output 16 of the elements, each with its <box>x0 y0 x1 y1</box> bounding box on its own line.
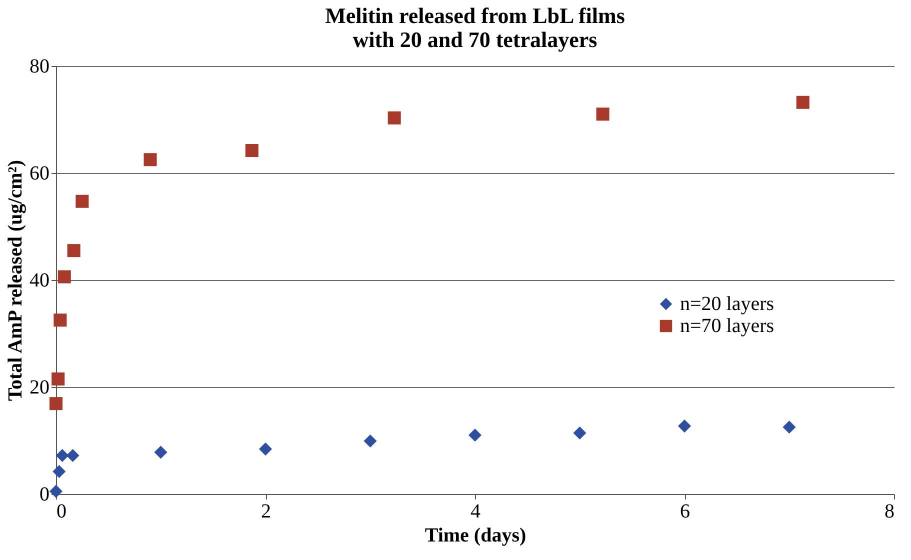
x-tick-label: 6 <box>680 500 690 522</box>
text: Melitin released from LbL films <box>325 3 625 28</box>
text: with 20 and 70 tetralayers <box>352 27 598 52</box>
y-tick-label: 60 <box>30 162 50 184</box>
x-tick-label: 0 <box>56 500 66 522</box>
y-tick-label: 40 <box>30 270 50 292</box>
x-tick-label: 4 <box>470 500 480 522</box>
x-axis-title: Time (days) <box>424 524 526 546</box>
y-tick-label: 80 <box>30 56 50 78</box>
legend-label: n=70 layers <box>680 315 774 337</box>
x-tick-label: 2 <box>261 500 271 522</box>
x-tick-label: 8 <box>884 500 894 522</box>
y-tick-label: 0 <box>40 484 50 506</box>
y-tick-label: 20 <box>30 376 50 398</box>
legend-label: n=20 layers <box>680 293 774 315</box>
y-axis-title: Total AmP released (ug/cm²) <box>4 160 26 401</box>
